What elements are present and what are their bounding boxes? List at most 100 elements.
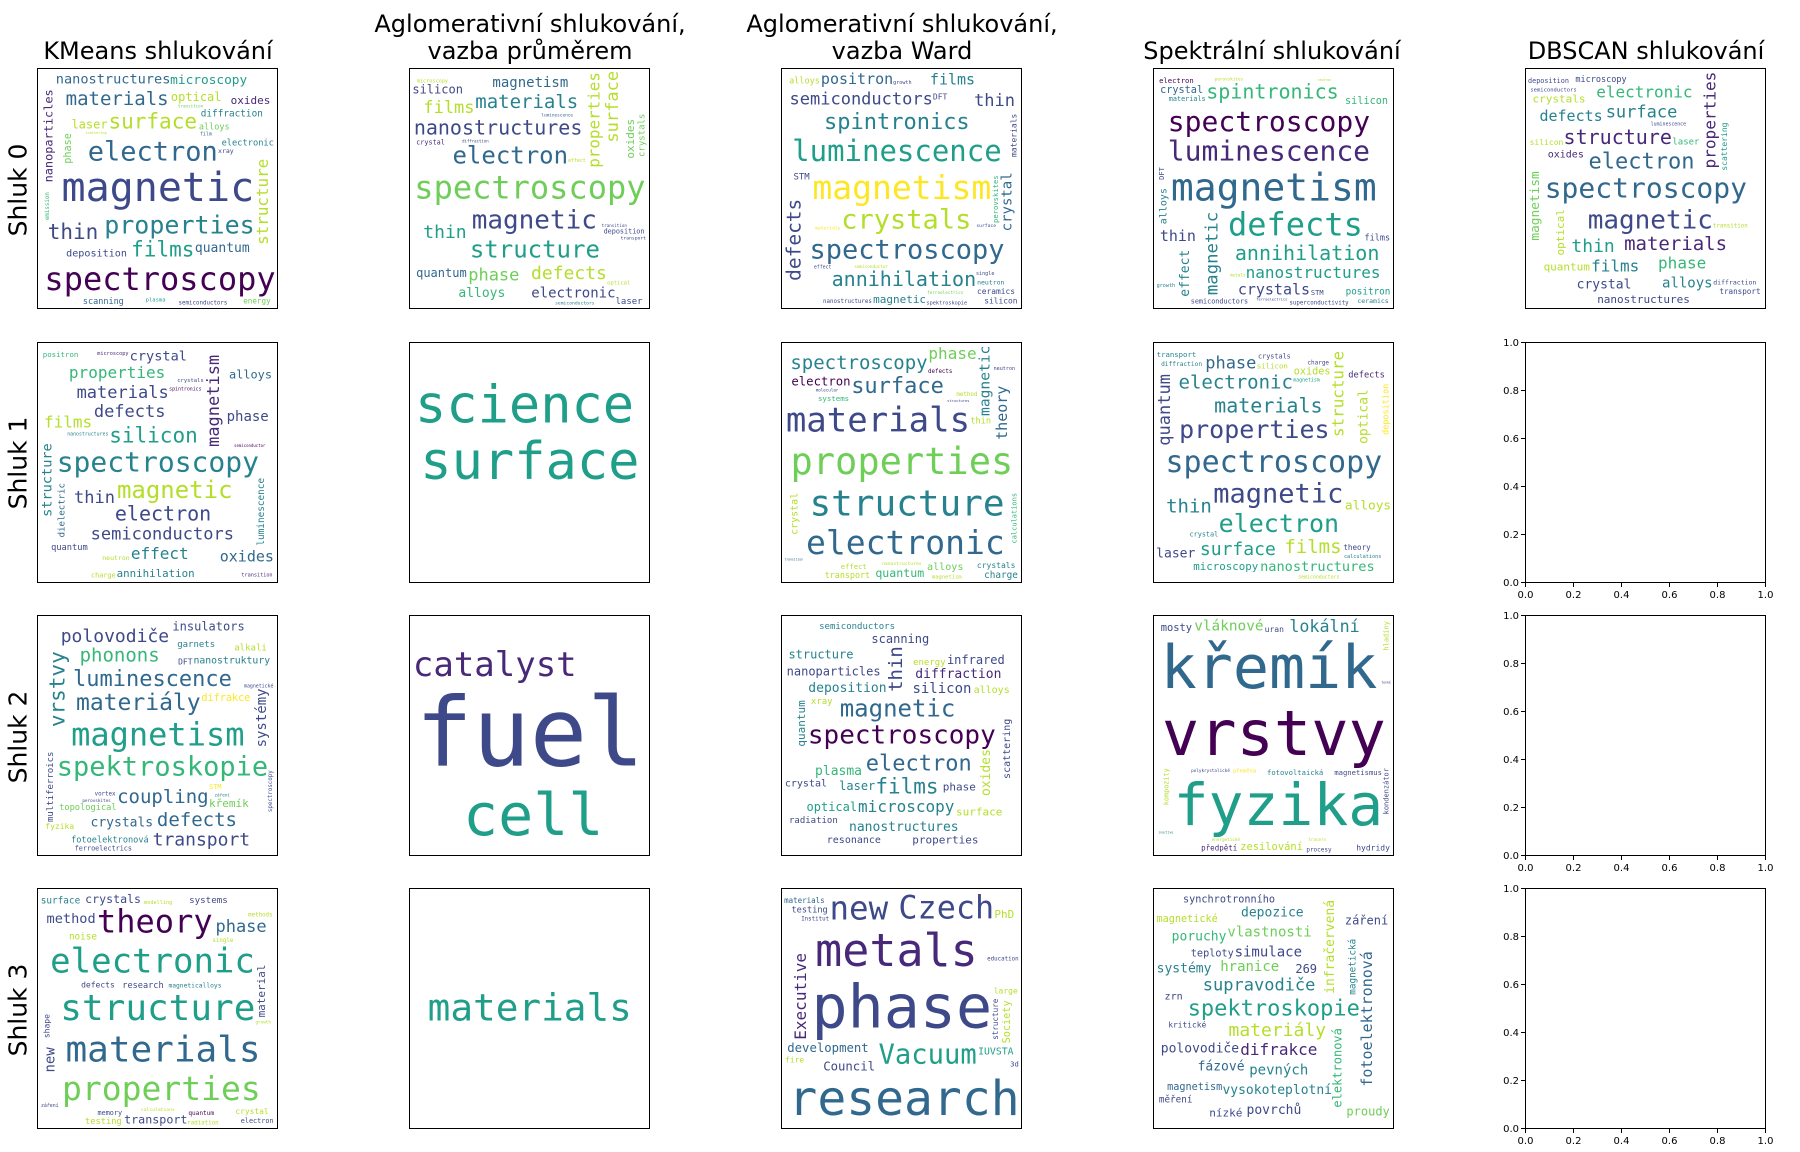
wordcloud-r3-c1: materials — [409, 888, 650, 1129]
word-semiconductors: semiconductors — [1530, 88, 1576, 94]
word-kondenz-tor: kondenzátor — [1383, 768, 1391, 814]
word-microscopy: microscopy — [1193, 560, 1259, 573]
word-magnetism: magnetism — [932, 575, 962, 581]
word-semiconductor: semiconductor — [234, 443, 266, 448]
word-lok-ln: lokální — [1289, 616, 1359, 636]
word-materi-ly: materiály — [76, 690, 201, 716]
word-films: films — [131, 238, 194, 262]
word-new: new — [43, 1047, 59, 1073]
word-phase: phase — [215, 917, 266, 937]
word-annihilation: annihilation — [1235, 241, 1380, 265]
word-electron: electron — [88, 136, 218, 167]
word-electron: electron — [115, 501, 211, 525]
word-electron: electron — [1219, 509, 1339, 538]
word-institut: Institut — [801, 917, 829, 923]
word-spintronics: spintronics — [824, 110, 970, 135]
word-microscopy: microscopy — [1575, 75, 1626, 85]
word-magnetic: magnetic — [873, 293, 926, 306]
word-crystal: crystal — [416, 138, 445, 146]
word-materials: materials — [65, 1029, 260, 1070]
word-magnetick: magnetická — [1347, 939, 1358, 995]
word-ferroelectrics: ferroelectrics — [75, 844, 132, 852]
word-inactive: inactive — [1158, 830, 1173, 834]
y-tick-label: 0.4 — [1503, 482, 1519, 493]
word-magnetism: magnetism — [492, 75, 568, 91]
word-defects: defects — [1348, 370, 1385, 380]
word-spintronics: spintronics — [169, 387, 201, 393]
word-deposition: deposition — [808, 681, 886, 696]
word-diffraction: diffraction — [1713, 279, 1756, 287]
word-positron: positron — [43, 350, 79, 359]
word-structure: structure — [809, 483, 1004, 524]
word-transport: transport — [1719, 287, 1760, 296]
word-magnetic: magnetic — [1203, 212, 1223, 295]
word-transport: transport — [153, 830, 251, 851]
word-povrch: povrchů — [1247, 1103, 1302, 1118]
word-magnetic: magnetic — [1213, 479, 1343, 510]
word-laser: laser — [615, 297, 643, 307]
word-m-en: měření — [1159, 1094, 1193, 1105]
word-noise: noise — [69, 931, 97, 942]
word-materials: materials — [784, 896, 825, 905]
word-quantum: quantum — [195, 241, 250, 256]
word-films: films — [1365, 233, 1391, 243]
word-nanostruktury: nanostruktury — [193, 655, 270, 666]
word-surface: surface — [851, 374, 944, 399]
word-spectroscopy: spectroscopy — [808, 721, 996, 751]
word-tracers: tracers — [1308, 837, 1327, 843]
word-semiconductor: semiconductor — [854, 264, 888, 270]
word-alkali: alkali — [234, 643, 267, 653]
wordcloud-r2-c1: fuel cell catalyst — [409, 615, 650, 856]
x-tick-label: 0.4 — [1614, 590, 1630, 601]
word-spectroscopy: spectroscopy — [414, 169, 645, 207]
word-microscopy: microscopy — [417, 78, 448, 84]
x-tick-label: 0.2 — [1566, 590, 1582, 601]
wordcloud-r2-c0: magnetism spektroskopie materiály luminesce… — [37, 615, 278, 856]
word-growth: growth — [1157, 283, 1175, 289]
row-title-cluster-1: Shluk 1 — [3, 416, 33, 510]
word-magnetic: magnetic — [840, 694, 956, 722]
word-simulace: simulace — [1235, 944, 1302, 960]
word-materials: materials — [66, 88, 169, 110]
word-calculations: calculations — [1011, 493, 1019, 544]
word-magnetic: magnetic — [117, 476, 233, 504]
word-crystal: crystal — [1577, 277, 1632, 292]
word-surface: surface — [603, 71, 623, 143]
word-optical: optical — [607, 280, 630, 286]
word-3d: 3d — [1010, 1060, 1019, 1069]
word-structure: structure — [253, 159, 272, 245]
word-diffraction: diffraction — [201, 108, 263, 119]
word-alloys: alloys — [458, 286, 505, 301]
word-oxides: oxides — [1294, 366, 1331, 377]
word-quantum: quantum — [1544, 260, 1591, 273]
y-tick-label: 0.0 — [1503, 851, 1519, 862]
word-transition: transition — [178, 103, 204, 108]
word-synchrotronn-ho: synchrotronního — [1183, 893, 1275, 905]
word-deposition: deposition — [604, 228, 645, 236]
word-electronic: electronic — [222, 138, 274, 148]
word-microscopy: microscopy — [97, 351, 128, 357]
word-polovodi-e: polovodiče — [1161, 1041, 1239, 1056]
word-large: large — [994, 987, 1018, 996]
word-kompozity: kompozity — [1163, 768, 1171, 805]
word-xray: xray — [218, 147, 234, 155]
word-magnetism: magnetism — [1528, 171, 1543, 241]
word-laser: laser — [1156, 547, 1195, 562]
y-tick-label: 0.6 — [1503, 980, 1519, 991]
word-shape: shape — [43, 1014, 52, 1038]
word-vacuum: Vacuum — [879, 1039, 977, 1070]
word-diffraction: diffraction — [915, 667, 1001, 682]
word-systems: systems — [818, 394, 849, 403]
word-depozice: depozice — [1241, 905, 1304, 920]
word-diffraction: diffraction — [462, 138, 489, 143]
word-theory: theory — [1343, 543, 1371, 552]
word-executive: Executive — [791, 953, 810, 1040]
word-transition: transition — [602, 223, 628, 228]
word-proudy: proudy — [1346, 1104, 1389, 1118]
word-education: education — [987, 957, 1018, 963]
word-procesy: procesy — [1306, 847, 1332, 854]
word-magnetism: magnetism — [1171, 165, 1377, 209]
word-nanoparticles: nanoparticles — [787, 665, 881, 679]
